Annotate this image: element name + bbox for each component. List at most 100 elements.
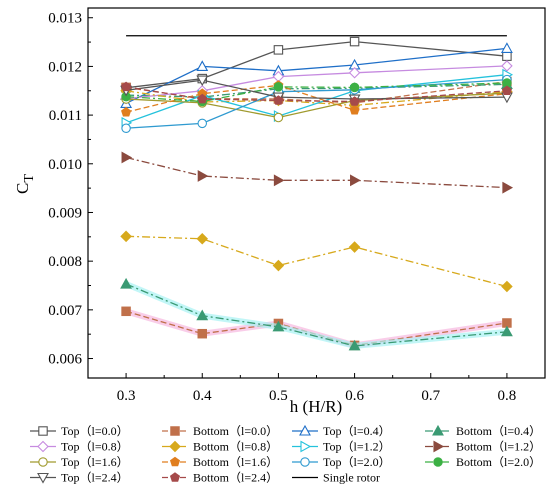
data-point [197,328,208,339]
y-tick-label: 0.007 [48,303,82,319]
legend-label: Top（l=2.4） [61,471,129,485]
data-point [348,241,361,253]
y-tick-label: 0.013 [48,11,82,27]
legend-item: Top（l=1.6） [30,455,129,469]
series-line [126,235,508,288]
legend-item: Top（l=2.4） [30,471,129,485]
data-point [273,174,285,187]
series-line [125,283,507,347]
series-line [125,310,507,347]
data-point [121,81,132,92]
legend: Top（l=0.0） Bottom（l=0.0） Top（l=0.4） Bottom（… [30,424,541,485]
y-tick-label: 0.006 [48,352,82,368]
legend-label: Bottom（l=2.4） [193,471,278,485]
legend-marker [169,456,181,467]
data-point [196,232,209,245]
y-tick-label: 0.012 [48,59,82,75]
legend-marker [37,472,49,484]
x-tick-label: 0.8 [498,388,517,404]
x-tick-label: 0.7 [421,388,440,404]
legend-item: Bottom（l=2.0） [425,455,541,469]
data-point [197,170,209,182]
data-point [197,93,208,104]
data-point [272,259,285,272]
data-point [348,66,361,79]
series-7 [121,151,514,194]
x-axis-title: h (H/R) [290,397,342,416]
x-tick-label: 0.5 [269,388,288,404]
x-tick-label: 0.6 [345,388,364,404]
legend-label: Bottom（l=1.2） [456,440,541,454]
legend-item: Bottom（l=1.2） [425,440,541,454]
legend-item: Single rotor [292,471,380,485]
legend-item: Bottom（l=0.8） [162,440,278,454]
data-point [501,60,513,72]
legend-label: Top（l=1.6） [61,455,129,469]
legend-marker [299,424,311,436]
y-tick-label: 0.010 [48,157,82,173]
series-line [126,82,507,103]
data-point [273,95,284,105]
legend-label: Top（l=0.8） [61,440,129,454]
data-point [349,104,360,115]
legend-label: Single rotor [323,471,380,485]
data-point [350,174,361,187]
legend-item: Top（l=1.2） [292,440,391,454]
lower-series-0 [121,306,512,351]
data-point [197,118,208,129]
legend-label: Bottom（l=2.0） [456,455,541,469]
x-axis: 0.3 0.4 0.5 0.6 0.7 0.8 [117,373,517,404]
data-point [120,230,132,243]
legend-item: Top（l=0.0） [30,424,129,438]
y-tick-label: 0.008 [48,254,82,270]
legend-label: Bottom（l=0.8） [193,440,278,454]
data-point [501,280,513,293]
legend-label: Bottom（l=0.4） [456,424,541,438]
data-point [121,106,132,117]
series-line [126,90,507,107]
plot-area [87,7,546,379]
y-tick-label: 0.009 [48,205,82,221]
legend-label: Top（l=2.0） [323,455,391,469]
x-tick-label: 0.3 [117,388,136,404]
series-8 [121,88,512,123]
data-point [272,320,285,332]
data-point [501,85,512,96]
legend-marker [37,440,49,453]
y-tick-label: 0.011 [49,108,82,124]
data-point [349,36,360,47]
legend-item: Bottom（l=1.6） [162,455,278,469]
legend-label: Bottom（l=0.0） [193,424,278,438]
legend-item: Top（l=0.4） [292,424,391,438]
legend-marker [433,457,443,467]
data-point [502,181,514,194]
data-point [120,277,133,289]
legend-label: Top（l=0.4） [323,424,391,438]
legend-marker [38,457,48,467]
legend-marker [38,426,48,436]
lower-series-2 [120,230,513,293]
y-axis-title: CT [13,174,37,194]
data-point [349,82,360,93]
data-point [121,123,131,134]
series-13 [121,81,512,106]
legend-label: Bottom（l=1.6） [193,455,278,469]
lower-series-1 [120,277,513,351]
legend-marker [169,440,181,453]
data-point [500,325,513,337]
legend-item: Bottom（l=0.4） [425,424,541,438]
legend-marker [300,457,310,467]
data-point [273,45,284,55]
x-tick-label: 0.4 [193,388,212,404]
legend-label: Top（l=0.0） [61,424,129,438]
data-point [273,112,284,123]
data-point [121,151,133,164]
legend-marker [170,426,180,436]
data-point [121,306,131,317]
data-point [348,339,361,351]
legend-marker [432,424,444,436]
data-point [273,82,284,92]
legend-marker [300,440,312,453]
data-point [196,75,209,87]
